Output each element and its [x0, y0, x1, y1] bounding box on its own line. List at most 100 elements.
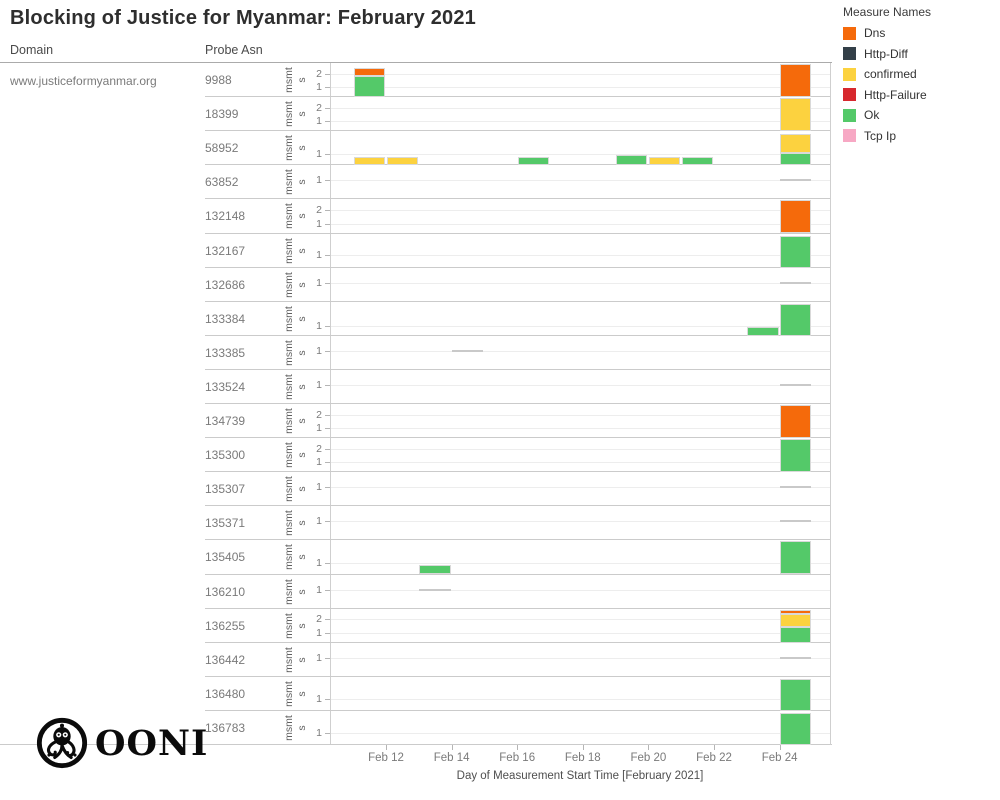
legend-title: Measure Names	[843, 5, 932, 19]
bar-segment-confirmed[interactable]	[780, 614, 812, 627]
row-gridline	[331, 428, 830, 430]
y-tick-label: 1	[316, 81, 322, 94]
bar-segment-confirmed[interactable]	[353, 156, 385, 166]
probe-asn-label: 58952	[205, 141, 239, 156]
bar-segment-dns[interactable]	[780, 64, 812, 98]
legend-label: confirmed	[864, 67, 917, 81]
bar-segment-ok[interactable]	[780, 627, 812, 643]
y-tick-mark	[325, 698, 330, 700]
bar-segment-ok[interactable]	[780, 541, 812, 575]
y-tick-mark	[325, 657, 330, 659]
bar-segment-dns[interactable]	[780, 609, 812, 615]
zero-measurement-dash[interactable]	[452, 349, 484, 352]
zero-measurement-dash[interactable]	[780, 179, 812, 182]
row-separator	[205, 607, 830, 609]
y-tick-mark	[325, 562, 330, 564]
row-gridline	[331, 209, 830, 211]
plot-right-border	[830, 63, 831, 745]
page-title: Blocking of Justice for Myanmar: Februar…	[10, 7, 477, 29]
x-tick-label: Feb 18	[564, 752, 601, 764]
ooni-octopus-icon	[36, 717, 88, 769]
y-tick-label: 1	[316, 651, 322, 664]
row-separator	[205, 198, 830, 200]
probe-asn-label: 135300	[205, 448, 246, 463]
bar-segment-ok[interactable]	[780, 678, 812, 711]
row-gridline	[331, 698, 830, 700]
y-tick-mark	[325, 282, 330, 284]
row-gridline	[331, 223, 830, 225]
row-gridline	[331, 521, 830, 523]
bar-segment-ok[interactable]	[780, 712, 812, 745]
legend-items: Dns Http-Diff confirmed Http-Failure Ok Tcp I…	[843, 26, 993, 143]
bar-segment-ok[interactable]	[780, 304, 812, 336]
zero-measurement-dash[interactable]	[780, 281, 812, 284]
probe-asn-label: 133384	[205, 311, 246, 326]
bar-segment-ok[interactable]	[681, 156, 713, 166]
bar-segment-confirmed[interactable]	[780, 133, 812, 154]
row-separator	[205, 300, 830, 302]
legend-label: Http-Failure	[864, 87, 927, 102]
zero-measurement-dash[interactable]	[419, 588, 451, 591]
y-tick-mark	[325, 414, 330, 416]
probe-asn-label: 133385	[205, 345, 246, 360]
bar-segment-dns[interactable]	[780, 200, 812, 234]
y-tick-mark	[325, 153, 330, 155]
bar-segment-ok[interactable]	[780, 153, 812, 166]
legend-label: Dns	[864, 26, 886, 40]
legend-item-ok[interactable]: Ok	[843, 108, 993, 122]
bar-segment-ok[interactable]	[419, 565, 451, 575]
column-header-domain: Domain	[10, 43, 54, 57]
y-tick-label: 1	[316, 692, 322, 705]
y-tick-label: 1	[316, 726, 322, 739]
row-gridline	[331, 732, 830, 734]
probe-asn-label: 9988	[205, 73, 232, 88]
row-separator	[205, 164, 830, 166]
y-tick-mark	[325, 107, 330, 109]
x-tick-label: Feb 16	[499, 752, 536, 764]
probe-asn-label: 63852	[205, 175, 239, 190]
legend-item-dns[interactable]: Dns	[843, 26, 993, 40]
y-tick-label: 1	[316, 422, 322, 435]
row-gridline	[331, 350, 830, 352]
zero-measurement-dash[interactable]	[780, 520, 812, 523]
bar-segment-dns[interactable]	[353, 68, 385, 76]
zero-measurement-dash[interactable]	[780, 656, 812, 659]
bar-segment-dns[interactable]	[780, 405, 812, 439]
x-tick-mark	[386, 745, 387, 750]
bar-segment-confirmed[interactable]	[780, 98, 812, 132]
legend-item-http-diff[interactable]: Http-Diff	[843, 47, 993, 61]
y-tick-mark	[325, 619, 330, 621]
legend-item-confirmed[interactable]: confirmed	[843, 67, 993, 81]
y-tick-label: 1	[316, 174, 322, 187]
legend-item-http-failure[interactable]: Http-Failure	[843, 88, 993, 102]
row-separator	[205, 709, 830, 711]
bar-segment-ok[interactable]	[780, 235, 812, 268]
bar-segment-confirmed[interactable]	[648, 156, 681, 166]
row-gridline	[331, 180, 830, 182]
x-tick-mark	[779, 745, 781, 750]
bar-segment-ok[interactable]	[780, 439, 812, 473]
row-gridline	[331, 414, 830, 416]
row-separator	[205, 368, 830, 370]
probe-asn-label: 136442	[205, 652, 246, 667]
row-gridline	[331, 255, 830, 257]
y-tick-label: 1	[316, 481, 322, 494]
bar-segment-ok[interactable]	[616, 154, 648, 166]
zero-measurement-dash[interactable]	[780, 486, 812, 489]
bar-segment-ok[interactable]	[517, 156, 549, 166]
probe-asn-label: 136210	[205, 584, 246, 599]
bar-segment-ok[interactable]	[353, 75, 385, 98]
legend-label: Ok	[864, 108, 880, 122]
bar-segment-confirmed[interactable]	[386, 156, 418, 166]
row-separator	[205, 130, 830, 132]
y-tick-mark	[325, 325, 330, 327]
y-tick-label: 1	[316, 456, 322, 469]
probe-asn-label: 132686	[205, 277, 246, 292]
zero-measurement-dash[interactable]	[780, 383, 812, 386]
probe-asn-label: 135371	[205, 516, 246, 531]
legend-item-tcp-ip[interactable]: Tcp Ip	[843, 129, 993, 143]
bar-segment-ok[interactable]	[747, 326, 779, 336]
y-tick-label: 2	[316, 101, 322, 114]
legend-swatch-icon	[843, 129, 856, 142]
